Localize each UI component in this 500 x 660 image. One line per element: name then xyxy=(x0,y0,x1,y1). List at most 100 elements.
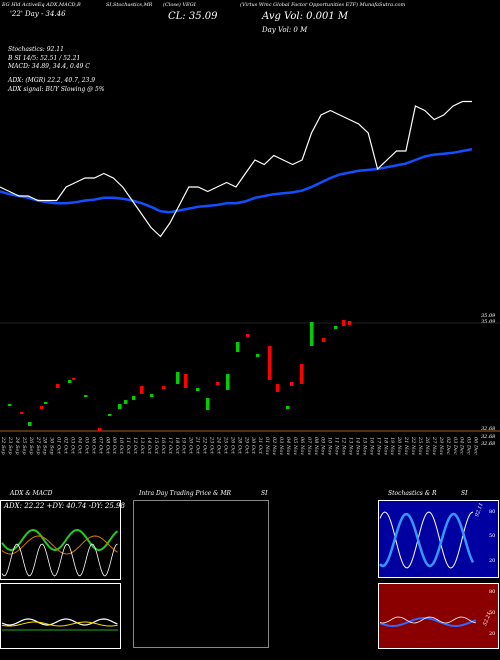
candle xyxy=(40,406,44,409)
date-tick: 23 Oct xyxy=(209,436,215,455)
candle xyxy=(256,354,260,357)
candle xyxy=(236,342,240,352)
candle xyxy=(84,395,88,397)
date-tick: 27 Nov xyxy=(431,436,437,455)
si-tick-50: 50 xyxy=(489,610,495,616)
date-tick: 21 Oct xyxy=(195,436,201,455)
bb-si-label: B SI 14/5: 52.51 / 52.21 xyxy=(8,55,81,62)
date-tick: 06 Nov xyxy=(299,437,305,455)
price-axis-bottom1: 32.68 xyxy=(481,426,496,432)
stochastics-label: Stochastics: 92.11 xyxy=(8,46,64,53)
si-signal-line xyxy=(379,616,477,624)
macd-panel xyxy=(0,583,121,649)
candle xyxy=(334,326,338,329)
date-tick: 05 Oct xyxy=(83,437,89,455)
date-tick: 17 Oct xyxy=(167,437,173,455)
signal-line xyxy=(1,621,118,627)
candle xyxy=(56,384,60,388)
adx-values: ADX: 22.22 +DY: 40.74 -DY: 25.98 xyxy=(4,502,125,510)
adx-label: ADX: (MGR) 22.2, 40.7, 23.9 xyxy=(8,77,96,84)
date-tick: 07 Nov xyxy=(306,437,312,455)
date-tick: 29 Oct xyxy=(243,436,249,455)
candle xyxy=(68,380,72,383)
date-tick: 01 Nov xyxy=(264,437,270,455)
macd-label: MACD: 34.89, 34.4, 0.49 C xyxy=(8,63,90,70)
date-tick: 09 Oct xyxy=(111,437,117,455)
main-chart: 22 Sep 23 Sep 24 Sep 25 Sep 26 Sep 27 Sep 28 S… xyxy=(0,100,500,455)
candle xyxy=(206,398,210,410)
avg-vol-label: Avg Vol: 0.001 M xyxy=(262,11,349,22)
price-line xyxy=(0,100,472,238)
si-tick-80: 80 xyxy=(489,589,495,595)
macd-lines xyxy=(1,618,118,631)
date-tick: 28 Sep xyxy=(42,436,48,455)
price-axis-bottom2: 32.68 xyxy=(481,434,496,440)
candle xyxy=(216,382,220,385)
candle xyxy=(196,388,200,391)
intraday-panel xyxy=(133,500,269,648)
candles xyxy=(8,320,352,431)
macd-line xyxy=(1,618,118,626)
date-tick: 13 Oct xyxy=(139,437,145,455)
stoch-d-line xyxy=(379,512,475,568)
candle xyxy=(98,428,102,431)
date-tick: 04 Nov xyxy=(285,437,291,455)
date-tick: 20 Nov xyxy=(396,436,402,455)
minus-di-line xyxy=(1,535,118,555)
candle xyxy=(8,404,12,406)
date-tick: 17 Nov xyxy=(375,437,381,455)
ema-line xyxy=(0,147,473,214)
adx-signal-label: ADX signal: BUY Slowing @ 5% xyxy=(8,86,105,93)
day-vol-label: Day Vol: 0 M xyxy=(262,26,308,34)
adx-lines xyxy=(1,528,119,577)
date-tick: 18 Nov xyxy=(382,437,388,455)
date-tick: 12 Oct xyxy=(132,437,138,455)
price-axis-top2: 35.09 xyxy=(481,319,496,325)
candle xyxy=(276,384,280,392)
date-tick: 02 Oct xyxy=(63,437,69,455)
date-tick: 25 Oct xyxy=(222,436,228,455)
mr-si: SI xyxy=(261,490,268,497)
date-tick: 15 Oct xyxy=(153,437,159,455)
date-tick: 24 Oct xyxy=(215,436,221,455)
candle xyxy=(72,378,76,380)
date-tick: 03 Nov xyxy=(278,437,284,455)
date-tick: 25 Sep xyxy=(21,436,27,455)
stoch-si: SI xyxy=(461,490,468,497)
date-tick: 06 Oct xyxy=(90,437,96,455)
date-tick: 27 Sep xyxy=(35,436,41,455)
candle xyxy=(300,364,304,384)
stoch-value: 92.11 xyxy=(474,502,485,518)
date-tick: 08 Nov xyxy=(313,437,319,455)
candle xyxy=(348,321,352,325)
date-tick: 06 Dec xyxy=(473,437,479,455)
date-tick: 23 Sep xyxy=(7,436,13,455)
date-tick: 10 Oct xyxy=(118,437,124,455)
date-tick: 30 Sep xyxy=(49,437,55,455)
header-title-c: (Close) VEGI xyxy=(163,2,196,8)
stoch-panel xyxy=(378,500,499,578)
candle xyxy=(150,394,154,397)
candle xyxy=(162,386,166,389)
si-panel xyxy=(378,583,499,649)
date-tick: 10 Nov xyxy=(327,437,333,455)
stoch-title: Stochastics & R xyxy=(388,490,437,497)
adx-macd-title: ADX & MACD xyxy=(10,490,53,497)
candle xyxy=(140,386,144,394)
price-axis-top1: 35.09 xyxy=(481,313,496,319)
candle xyxy=(124,400,128,404)
ema-label: '22' Day - 34.46 xyxy=(10,10,66,18)
mr-title: Intra Day Trading Price & MR xyxy=(139,490,232,497)
date-tick: 30 Oct xyxy=(250,437,256,455)
candle xyxy=(310,322,314,346)
date-tick: 18 Oct xyxy=(174,437,180,455)
date-tick: 14 Nov xyxy=(354,437,360,455)
date-tick: 11 Nov xyxy=(334,437,340,455)
date-tick: 19 Oct xyxy=(181,437,187,455)
candle xyxy=(290,382,294,386)
ema-line-group xyxy=(0,147,473,214)
date-tick: 24 Sep xyxy=(14,436,20,455)
stoch-tick-20: 20 xyxy=(489,558,495,564)
adx-panel xyxy=(0,500,121,580)
candle xyxy=(322,338,326,342)
